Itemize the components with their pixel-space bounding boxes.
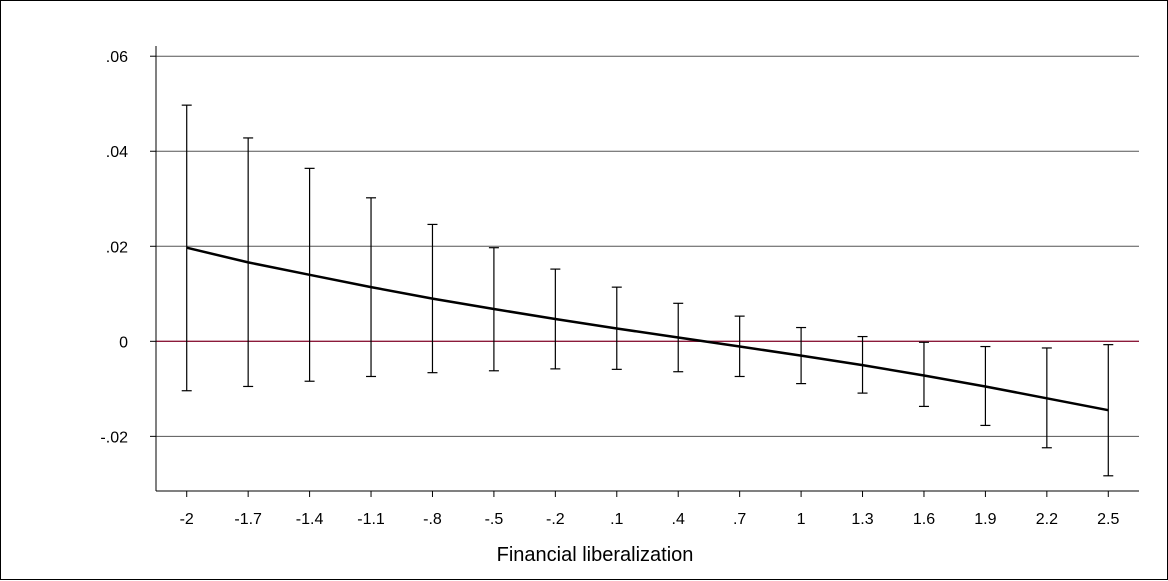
y-tick-label: -.02 <box>100 429 128 446</box>
line-layer <box>186 246 1109 412</box>
grid-layer <box>156 55 1139 437</box>
ci-layer <box>181 104 1114 477</box>
x-tick-label: .4 <box>672 511 685 528</box>
x-tick-label: 2.2 <box>1036 511 1058 528</box>
y-tick-label: .06 <box>106 49 128 66</box>
effect-line <box>186 246 1109 412</box>
y-tick-label: .02 <box>106 239 128 256</box>
x-tick-label: -1.1 <box>357 511 385 528</box>
y-tick-label: .04 <box>106 144 128 161</box>
x-tick-label: .7 <box>733 511 746 528</box>
x-tick-label: 1.6 <box>913 511 935 528</box>
y-tick-label: 0 <box>119 334 128 351</box>
x-tick-label: .1 <box>610 511 623 528</box>
x-tick-label: -.5 <box>485 511 504 528</box>
x-tick-label: -.8 <box>423 511 442 528</box>
x-tick-label: -1.4 <box>296 511 324 528</box>
x-tick-label: -1.7 <box>234 511 262 528</box>
x-tick-label: 1.9 <box>974 511 996 528</box>
x-tick-label: 2.5 <box>1097 511 1119 528</box>
x-tick-label: 1.3 <box>851 511 873 528</box>
x-tick-label: -2 <box>180 511 194 528</box>
x-tick-label: 1 <box>797 511 806 528</box>
x-axis-title: Financial liberalization <box>497 544 694 566</box>
x-tick-label: -.2 <box>546 511 565 528</box>
axis-layer: -.02 0 .02 .04 .06 -2 -1.7 -1.4 -1.1 -.8 -.5 -.2 .1.… <box>100 46 1139 528</box>
